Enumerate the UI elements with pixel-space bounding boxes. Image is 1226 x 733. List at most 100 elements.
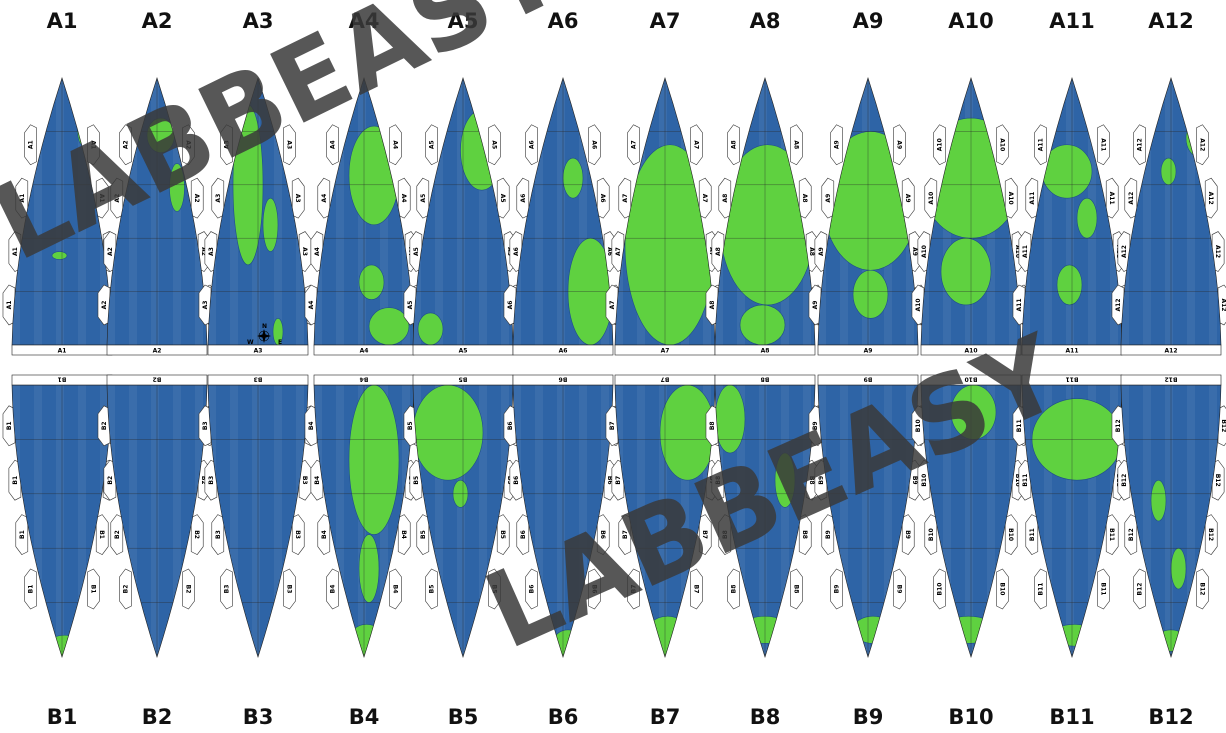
svg-text:B2: B2 (107, 476, 114, 485)
glue-tab (917, 459, 931, 501)
svg-text:B2: B2 (193, 530, 200, 539)
top-header-8: A8 (749, 9, 781, 33)
landmass (1160, 157, 1177, 186)
bottom-header-8: B8 (749, 705, 781, 729)
svg-text:A12: A12 (1220, 298, 1226, 311)
glue-tab (618, 514, 632, 555)
glue-tab (933, 124, 946, 166)
svg-text:A8: A8 (793, 140, 800, 149)
glue-tab (1012, 405, 1026, 447)
svg-text:B3: B3 (301, 476, 308, 485)
svg-text:B12: B12 (1207, 528, 1214, 541)
panel-label-strip (714, 374, 816, 386)
svg-text:A6: A6 (599, 194, 606, 203)
svg-text:B5: B5 (499, 530, 506, 539)
glue-tab (1097, 568, 1110, 610)
top-header-9: A9 (852, 9, 884, 33)
glue-tab (488, 124, 501, 166)
bottom-header-7: B7 (649, 705, 681, 729)
glue-tab (808, 405, 822, 447)
svg-text:B8: B8 (722, 530, 729, 539)
compass-e: E (278, 339, 282, 346)
svg-text:A10: A10 (928, 192, 935, 205)
svg-text:A7: A7 (609, 301, 616, 310)
glue-tab (588, 568, 601, 610)
svg-text:A1: A1 (6, 301, 13, 310)
landmass (1041, 144, 1093, 199)
landmass (1051, 624, 1098, 647)
top-header-2: A2 (141, 9, 173, 33)
glue-tab (87, 124, 100, 166)
svg-text:A4: A4 (392, 140, 399, 149)
panel-label: A5 (459, 348, 468, 355)
svg-text:A7: A7 (631, 140, 638, 149)
landmass (659, 385, 715, 481)
top-header-5: A5 (447, 9, 479, 33)
top-header-1: A1 (46, 9, 78, 33)
svg-text:B8: B8 (793, 585, 800, 594)
svg-text:B1: B1 (90, 585, 97, 594)
glue-tab (798, 514, 812, 555)
glue-tab (496, 514, 510, 555)
panel-label: B3 (254, 376, 263, 383)
glue-tab (416, 514, 430, 555)
svg-text:B7: B7 (693, 585, 700, 594)
glue-tab (893, 124, 906, 166)
svg-text:A1: A1 (98, 194, 105, 203)
landmass (358, 264, 385, 300)
glue-tab (996, 568, 1009, 610)
landmass (1150, 479, 1167, 522)
svg-text:A7: A7 (701, 194, 708, 203)
svg-text:B10: B10 (928, 528, 935, 541)
top-header-11: A11 (1049, 9, 1095, 33)
svg-text:A6: A6 (529, 140, 536, 149)
bottom-header-3: B3 (242, 705, 274, 729)
svg-text:B1: B1 (19, 530, 26, 539)
glue-tab (2, 405, 16, 447)
svg-text:B3: B3 (224, 585, 231, 594)
svg-text:B9: B9 (812, 421, 819, 430)
svg-text:A2: A2 (200, 247, 207, 256)
svg-text:B6: B6 (520, 530, 527, 539)
svg-text:B5: B5 (407, 421, 414, 430)
top-gore-8: A8A8A8A8A8A8A8A8A8 (705, 77, 825, 356)
glue-tab (790, 124, 803, 166)
svg-text:B2: B2 (101, 421, 108, 430)
svg-text:A11: A11 (1029, 192, 1036, 205)
svg-text:A3: A3 (294, 194, 301, 203)
glue-tab (389, 124, 402, 166)
glue-tab (283, 568, 296, 610)
glue-tab (409, 459, 423, 501)
panel-label: B11 (1066, 376, 1079, 383)
bottom-header-6: B6 (547, 705, 579, 729)
compass-w: W (247, 339, 254, 346)
glue-tab (110, 514, 124, 555)
svg-text:B2: B2 (200, 476, 207, 485)
glue-tab (1105, 514, 1119, 555)
svg-text:A9: A9 (812, 301, 819, 310)
svg-text:B12: B12 (1220, 419, 1226, 432)
svg-text:B12: B12 (1214, 474, 1221, 487)
svg-text:A12: A12 (1199, 138, 1206, 151)
bottom-gore-2: B2B2B2B2B2B2B2B2B2 (97, 374, 217, 658)
glue-tab (97, 405, 111, 447)
glue-tab (1196, 568, 1209, 610)
glue-tab (425, 124, 438, 166)
svg-text:B8: B8 (801, 530, 808, 539)
svg-text:B12: B12 (1121, 474, 1128, 487)
svg-text:A9: A9 (834, 140, 841, 149)
svg-text:B12: B12 (1199, 583, 1206, 596)
glue-tab (389, 568, 402, 610)
svg-text:A2: A2 (123, 140, 130, 149)
glue-tab (1097, 124, 1110, 166)
glue-tab (830, 124, 843, 166)
svg-text:B9: B9 (904, 530, 911, 539)
glue-tab (182, 124, 195, 166)
bottom-header-10: B10 (948, 705, 994, 729)
glue-tab (509, 459, 523, 501)
landmass (262, 197, 279, 252)
svg-text:B6: B6 (513, 476, 520, 485)
panel-label-strip (106, 344, 208, 356)
svg-text:A11: A11 (1016, 298, 1023, 311)
svg-text:B1: B1 (98, 530, 105, 539)
